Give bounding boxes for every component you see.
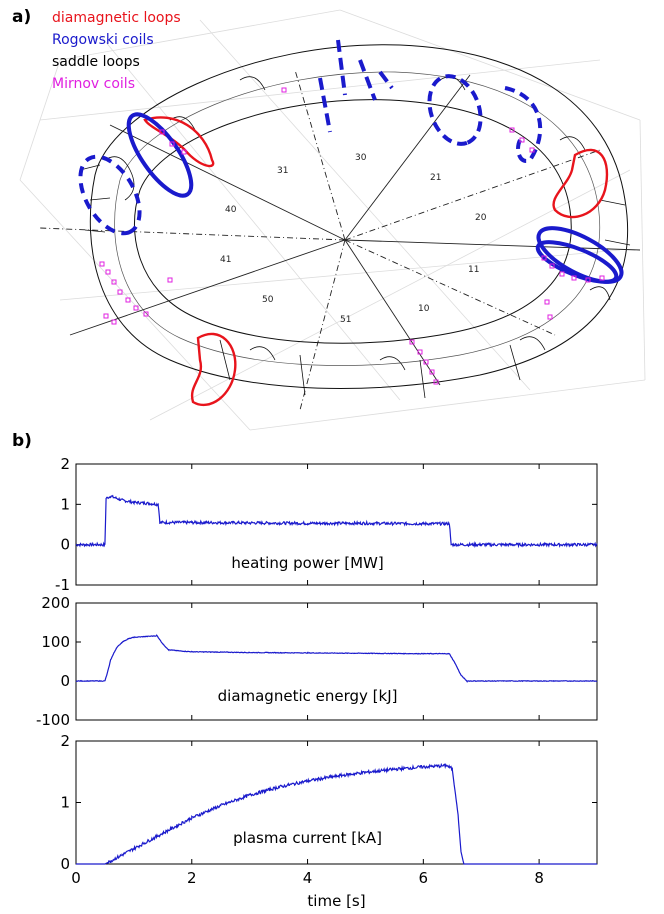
y-tick-label: 0 [60,672,70,690]
diamagnetic-loop [552,148,609,219]
mirnov-coil [99,261,105,267]
sector-label-20: 20 [475,213,487,223]
mirnov-coil [181,149,187,155]
mirnov-coil [417,349,423,355]
panel-a: a) [12,7,646,431]
x-tick-label: 2 [187,869,197,887]
y-tick-label: 1 [60,495,70,513]
mirnov-coil [409,339,415,345]
chart-plasma-current: 0 1 2 0 2 4 6 8 plasma current [kA] time [s] [60,732,598,910]
mirnov-coil [159,129,165,135]
series-label: heating power [MW] [231,554,383,572]
panel-b-label: b) [12,431,32,451]
mirnov-coil [167,277,173,283]
background-grid [19,9,646,431]
mirnov-coil [105,269,111,275]
sector-label-50: 50 [262,295,274,305]
plot-frame [75,602,598,721]
mirnov-coil [143,311,149,317]
legend-mirnov-coils: Mirnov coils [52,76,135,92]
sector-label-30: 30 [355,153,367,163]
mirnov-coil [541,255,547,261]
mirnov-coils [99,87,605,385]
plot-frame [75,463,598,586]
legend-saddle-loops: saddle loops [52,54,140,70]
legend-rogowski-coils: Rogowski coils [52,32,154,48]
mirnov-coil [429,369,435,375]
series-line [75,494,598,549]
series-label: plasma current [kA] [233,829,382,847]
mirnov-coil [547,314,553,320]
legend: diamagnetic loops Rogowski coils saddle … [52,10,181,92]
y-tick-label: 2 [60,455,70,473]
mirnov-coil [433,379,439,385]
sector-label-11: 11 [468,265,479,275]
mirnov-coil [599,275,605,281]
mirnov-coil [111,279,117,285]
y-tick-label: 200 [41,594,70,612]
rogowski-coil [427,74,483,146]
sector-label-21: 21 [430,173,441,183]
mirnov-coil [571,275,577,281]
series-line [75,633,598,684]
x-tick-label: 0 [71,869,81,887]
sector-labels: 31 30 21 20 40 11 41 50 10 51 [220,153,487,325]
sector-label-41: 41 [220,255,231,265]
diamagnetic-loops [143,116,609,407]
mirnov-coil [281,87,287,93]
y-tick-label: 100 [41,633,70,651]
mirnov-coil [111,319,117,325]
mirnov-coil [133,305,139,311]
chart-heating-power: -1 0 1 2 heating power [MW] [55,455,598,594]
mirnov-coil [125,297,131,303]
diamagnetic-loop [190,332,237,407]
rogowski-coil [535,240,619,284]
sector-label-31: 31 [277,166,288,176]
rogowski-coils [78,39,624,284]
sector-label-51: 51 [340,315,351,325]
mirnov-coil [549,263,555,269]
y-tick-label: 2 [60,732,70,750]
mirnov-coil [103,313,109,319]
chart-diamagnetic-energy: -100 0 100 200 diamagnetic energy [kJ] [36,594,598,729]
series-line [76,762,597,865]
rogowski-coil [504,86,543,163]
mirnov-coil [544,299,550,305]
rogowski-coil [126,112,194,198]
sector-label-10: 10 [418,304,430,314]
mirnov-coil [519,137,525,143]
y-tick-label: 0 [60,855,70,873]
x-axis-title: time [s] [307,892,365,910]
mirnov-coil [117,289,123,295]
mirnov-coil [509,127,515,133]
rogowski-coil [536,226,624,284]
mirnov-coil [423,359,429,365]
y-tick-label: 0 [60,536,70,554]
mirnov-coil [169,141,175,147]
mirnov-coil [559,271,565,277]
x-tick-label: 8 [534,869,544,887]
mirnov-coil [585,277,591,283]
y-tick-label: -100 [36,711,70,729]
series-label: diamagnetic energy [kJ] [218,687,398,705]
y-tick-label: 1 [60,794,70,812]
mirnov-coil [529,147,535,153]
x-tick-label: 4 [303,869,313,887]
rogowski-coil [78,154,142,236]
rogowski-coil [318,39,394,133]
x-tick-label: 6 [419,869,429,887]
sector-lines [39,69,641,411]
panel-a-label: a) [12,7,31,27]
legend-diamagnetic-loops: diamagnetic loops [52,10,181,26]
y-tick-label: -1 [55,576,70,594]
sector-label-40: 40 [225,205,237,215]
